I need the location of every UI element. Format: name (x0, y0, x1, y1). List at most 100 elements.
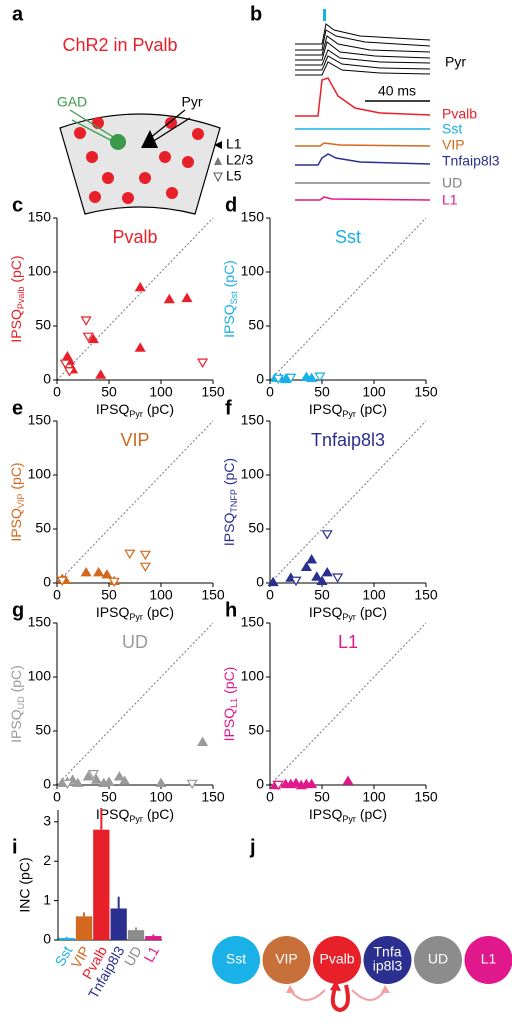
point (80, 316, 92, 326)
x-tick-label: 100 (149, 587, 173, 603)
y-tick-label: 3 (43, 813, 51, 829)
pvalb-cells (74, 117, 204, 204)
point (80, 566, 92, 577)
node-label: UD (428, 951, 448, 967)
trace-label: UD (442, 175, 462, 191)
x-tick-label: 0 (53, 789, 61, 805)
panel-label: f (225, 397, 232, 419)
point (321, 566, 333, 577)
bar (93, 829, 110, 940)
axis-label-unit: (pC) (147, 401, 174, 417)
y-tick-label: 150 (28, 614, 52, 630)
axis-label-main: IPSQ (309, 806, 343, 822)
axis-label-main: IPSQ (221, 708, 237, 742)
y-tick-label: 50 (35, 520, 51, 536)
x-tick-label: L1 (140, 943, 162, 965)
axis-label-sub: Pyr (342, 814, 356, 824)
y-tick-label: 1 (43, 891, 51, 907)
point (113, 771, 125, 781)
axis-label-main: IPSQ (96, 806, 130, 822)
node (363, 936, 412, 984)
arrow (289, 989, 326, 1001)
panel-label: d (225, 194, 237, 216)
y-tick-label: 100 (241, 263, 265, 279)
point (163, 293, 175, 304)
y-tick-label: 0 (256, 574, 264, 590)
x-tick-label: 50 (314, 384, 330, 400)
x-tick-label: 50 (314, 587, 330, 603)
node-label: Pvalb (319, 951, 354, 967)
axis-label: IPSQPyr (pC) (96, 806, 174, 825)
autapse-arrow (330, 984, 350, 1013)
axis-label-unit: (pC) (360, 806, 387, 822)
x-tick-label: 100 (149, 789, 173, 805)
axis-label-unit: (pC) (360, 604, 387, 620)
axis-label-main: IPSQ (8, 709, 24, 743)
panel-label: j (249, 836, 256, 858)
identity-line (56, 622, 214, 786)
point (119, 775, 131, 785)
point (134, 342, 146, 352)
legend-label: L5 (226, 168, 242, 184)
point (290, 777, 302, 788)
axis-label-sub: UD (16, 696, 26, 709)
x-tick-label: 150 (414, 384, 438, 400)
x-tick-label: 0 (266, 587, 274, 603)
y-tick-label: 100 (28, 263, 52, 279)
gad-cell (110, 134, 126, 150)
axis-label-sub: Pyr (342, 612, 356, 622)
x-tick-label: 100 (149, 384, 173, 400)
point (59, 359, 71, 370)
trace (295, 196, 431, 201)
y-tick-label: 50 (248, 317, 264, 333)
axis-label-unit: (pC) (221, 667, 237, 694)
trace (295, 153, 431, 166)
axis-label-sub: L1 (229, 698, 239, 708)
x-tick-label: 100 (362, 384, 386, 400)
panel-label: c (12, 194, 23, 216)
x-tick-label: 150 (201, 789, 225, 805)
axis-label-unit: (pC) (8, 255, 24, 282)
x-tick-label: 0 (53, 384, 61, 400)
point (321, 530, 333, 540)
arrowhead (381, 985, 390, 993)
point (103, 776, 115, 786)
y-tick-label: 50 (248, 520, 264, 536)
x-tick-label: 50 (101, 384, 117, 400)
point (56, 576, 68, 587)
panel-title: ChR2 in Pvalb (62, 35, 177, 55)
axis-label: IPSQPyr (pC) (96, 604, 174, 623)
axis-label: IPSQPyr (pC) (96, 401, 174, 420)
chart-title: Pvalb (112, 227, 157, 247)
y-tick-label: 150 (28, 412, 52, 428)
trace (295, 77, 431, 117)
y-tick-label: 150 (241, 412, 265, 428)
trace-label: Tnfaip8l3 (442, 153, 500, 169)
chart-title: Sst (335, 227, 361, 247)
point (280, 373, 292, 384)
axis-label: IPSQPvalb (pC) (8, 255, 27, 342)
y-tick-label: 50 (35, 317, 51, 333)
axis-label-unit: (pC) (147, 604, 174, 620)
y-tick-label: 50 (35, 722, 51, 738)
point (155, 777, 167, 788)
y-tick-label: 0 (256, 776, 264, 792)
y-tick-label: 150 (28, 209, 52, 225)
axis-label: IPSQVIP (pC) (8, 462, 27, 541)
x-tick-label: 50 (314, 789, 330, 805)
legend-symbol (214, 157, 222, 165)
arrowhead (330, 980, 341, 991)
legend-label: L1 (226, 136, 242, 152)
trace-label: Pvalb (442, 106, 477, 122)
point (63, 367, 76, 377)
trace-label: Sst (442, 121, 462, 137)
legend-symbol (214, 141, 222, 149)
node-label: ip8l3 (373, 958, 403, 974)
axis-label: IPSQPyr (pC) (309, 401, 387, 420)
point (316, 575, 328, 586)
pyr-cell (141, 130, 158, 148)
y-tick-label: 150 (241, 209, 265, 225)
axis-label-sub: VIP (16, 494, 26, 509)
x-tick-label: 150 (414, 587, 438, 603)
axis-label: IPSQTNFP (pC) (221, 458, 240, 546)
